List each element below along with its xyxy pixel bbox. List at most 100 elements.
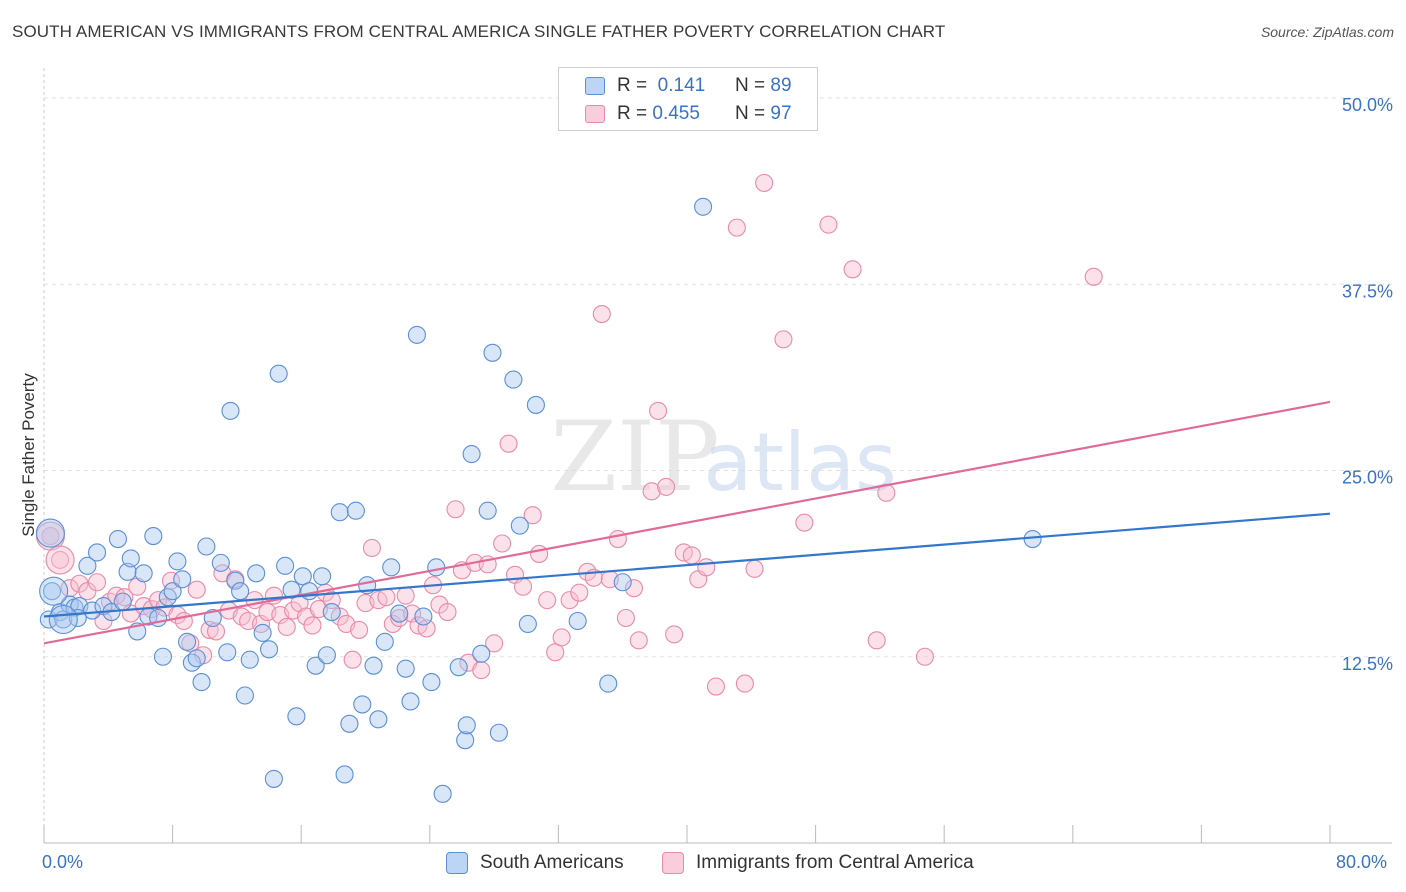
data-point (530, 544, 549, 563)
n-stat: N = 97 (735, 103, 792, 125)
data-point (218, 643, 237, 662)
data-point (247, 564, 266, 583)
stats-legend-row-central-america: R = 0.455 N = 97 (585, 101, 792, 127)
data-point (60, 595, 79, 614)
data-point (457, 716, 476, 735)
data-point (276, 556, 295, 575)
data-point (350, 620, 369, 639)
data-point (240, 650, 259, 669)
data-point (499, 434, 518, 453)
data-point (87, 573, 107, 592)
data-point (843, 260, 862, 279)
data-point (197, 537, 216, 556)
data-point (745, 559, 764, 578)
data-point (41, 527, 60, 546)
r-stat: R = 0.455 (617, 103, 717, 125)
data-point (592, 304, 611, 324)
data-point (449, 658, 468, 677)
data-point (538, 591, 557, 610)
data-point (438, 602, 457, 622)
data-point (523, 506, 542, 525)
legend-item-central-america[interactable]: Immigrants from Central America (662, 852, 974, 874)
data-point (287, 707, 306, 726)
data-point (478, 501, 497, 520)
data-point (221, 401, 240, 420)
n-label: N = (735, 75, 766, 96)
legend-swatch-pink (662, 852, 684, 874)
data-point (277, 617, 296, 637)
data-point (192, 673, 211, 692)
data-point (153, 647, 173, 666)
data-point (353, 695, 372, 714)
data-point (629, 631, 648, 650)
data-point (407, 325, 426, 344)
data-point (493, 534, 512, 553)
data-point (259, 640, 279, 659)
data-point (377, 588, 396, 607)
y-axis-label: Single Father Poverty (19, 373, 38, 537)
data-point (87, 543, 107, 562)
data-point (108, 529, 127, 549)
data-point (518, 614, 537, 634)
y-tick-label: 37.5% (1342, 281, 1393, 301)
axes (43, 68, 1392, 844)
data-point (187, 580, 206, 599)
data-point (181, 634, 200, 653)
data-point (303, 616, 322, 635)
data-point (414, 607, 433, 626)
data-point (78, 556, 97, 575)
data-point (364, 656, 383, 675)
data-point-large (35, 518, 65, 548)
legend-label: South Americans (480, 852, 624, 873)
data-point (472, 661, 491, 680)
y-tick-labels: 12.5% 25.0% 37.5% 50.0% (1342, 95, 1393, 674)
data-point (253, 623, 272, 642)
data-point-large (45, 545, 75, 575)
x-tick-min: 0.0% (42, 852, 84, 872)
data-point (682, 546, 701, 565)
data-point (657, 477, 676, 496)
data-point (343, 650, 362, 669)
data-point (552, 628, 571, 647)
series-legend: South Americans Immigrants from Central … (0, 852, 1406, 878)
data-point (456, 731, 475, 750)
data-point (735, 674, 754, 693)
legend-item-south-americans[interactable]: South Americans (446, 852, 624, 874)
data-point (915, 647, 934, 666)
data-point (322, 602, 341, 622)
data-point (134, 564, 153, 583)
grid-lines (44, 97, 1392, 658)
data-point (755, 173, 774, 192)
data-point (613, 573, 632, 592)
r-label: R = (617, 103, 648, 124)
x-tick-max: 80.0% (1336, 852, 1388, 872)
data-point (264, 769, 283, 788)
data-point (706, 677, 725, 696)
data-point (795, 513, 814, 532)
data-point (560, 591, 579, 610)
data-point (330, 503, 349, 522)
data-point (200, 620, 219, 639)
data-point (697, 558, 716, 577)
stats-legend-row-south-americans: R = 0.141 N = 89 (585, 73, 792, 99)
n-stat: N = 89 (735, 75, 792, 97)
data-point (727, 218, 746, 237)
data-point (269, 364, 288, 383)
data-point (427, 558, 446, 577)
data-point (616, 608, 635, 628)
data-point (235, 686, 254, 705)
data-point (293, 567, 312, 586)
source-credit: Source: ZipAtlas.com (1260, 24, 1394, 40)
legend-swatch-blue (446, 852, 468, 874)
r-stat: R = 0.141 (617, 75, 717, 97)
data-point (226, 571, 245, 590)
y-tick-label: 12.5% (1342, 654, 1393, 674)
y-tick-label: 50.0% (1342, 95, 1393, 115)
data-point (665, 625, 684, 644)
data-point (819, 215, 838, 234)
data-point (483, 343, 502, 362)
data-point (369, 710, 388, 729)
data-point (282, 580, 301, 599)
data-point (168, 552, 187, 571)
